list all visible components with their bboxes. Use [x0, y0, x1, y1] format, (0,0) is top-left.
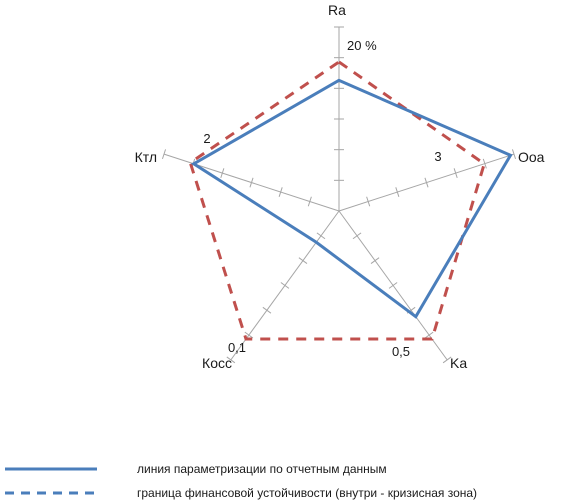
axis-tick-3-3 [280, 282, 290, 289]
legend: линия параметризации по отчетным данным … [5, 462, 477, 500]
axis-tick-1-2 [395, 187, 400, 197]
legend-label-dashed: граница финансовой устойчивости (внутри … [137, 486, 477, 500]
axis-value-ktl: 2 [203, 131, 210, 146]
radar-labels: Ra Ooa Ka Косс Ктл 20 % 3 0,5 0,1 2 [135, 2, 545, 371]
axis-tick-3-5 [244, 331, 254, 339]
axis-tick-2-2 [370, 257, 380, 264]
axis-tick-1-6 [511, 149, 517, 160]
axis-tick-1-4 [453, 168, 458, 179]
axis-tick-2-1 [352, 232, 362, 240]
axis-value-ooa: 3 [434, 149, 441, 164]
axis-label-ka: Ka [450, 355, 467, 371]
axis-tick-4-6 [161, 149, 167, 160]
axis-tick-4-3 [249, 177, 254, 188]
axis-tick-1-5 [482, 158, 487, 169]
series-boundary-line [188, 60, 486, 341]
axis-tick-4-4 [220, 168, 225, 179]
axis-value-ka: 0,5 [392, 344, 410, 359]
axis-tick-1-3 [424, 177, 429, 188]
axis-tick-4-2 [278, 187, 283, 197]
radar-axes [161, 26, 517, 364]
axis-tick-2-6 [442, 356, 452, 364]
axis-tick-3-6 [226, 356, 236, 364]
axis-tick-3-1 [316, 232, 326, 240]
axis-tick-3-4 [262, 306, 272, 314]
axis-label-ktl: Ктл [135, 149, 157, 165]
axis-tick-1-1 [366, 196, 371, 207]
axis-value-ra: 20 % [347, 38, 377, 53]
legend-label-solid: линия параметризации по отчетным данным [137, 462, 387, 476]
axis-label-ra: Ra [328, 2, 346, 18]
axis-label-ooa: Ooa [518, 149, 545, 165]
axis-tick-2-5 [424, 331, 434, 339]
radar-series [188, 60, 513, 341]
series-actual-line [190, 78, 513, 319]
axis-value-koss: 0,1 [228, 340, 246, 355]
axis-tick-2-3 [388, 282, 398, 289]
axis-label-koss: Косс [202, 355, 232, 371]
axis-tick-4-1 [307, 196, 312, 207]
axis-tick-3-2 [298, 257, 308, 264]
